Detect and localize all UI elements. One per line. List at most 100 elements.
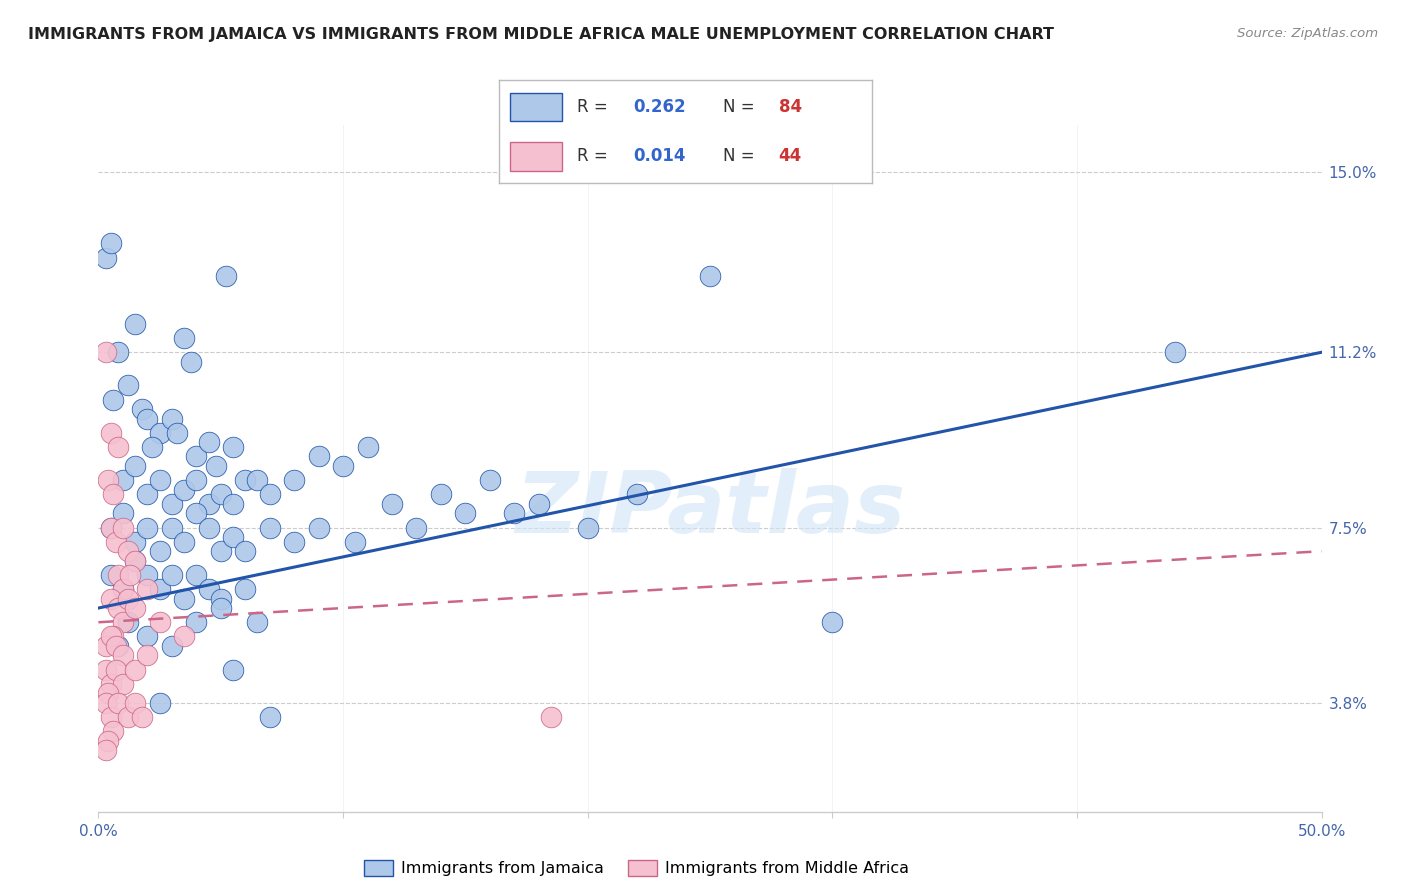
Point xyxy=(209,544,232,558)
Point xyxy=(131,402,153,417)
Point xyxy=(699,269,721,284)
Point xyxy=(94,743,117,757)
Point xyxy=(117,591,139,606)
Point xyxy=(136,582,159,596)
Point xyxy=(101,392,124,407)
Point xyxy=(197,497,219,511)
Point xyxy=(136,648,159,663)
Point xyxy=(100,520,122,534)
Point xyxy=(100,630,122,644)
Point xyxy=(100,710,122,724)
Point xyxy=(124,458,146,473)
Point xyxy=(111,582,134,596)
Point xyxy=(97,733,120,747)
Point xyxy=(124,554,146,568)
Point xyxy=(186,567,208,582)
Point xyxy=(1164,345,1187,359)
Text: R =: R = xyxy=(578,98,613,116)
Point xyxy=(107,601,129,615)
Point xyxy=(100,520,122,534)
Point xyxy=(180,355,202,369)
Point xyxy=(527,497,550,511)
Point xyxy=(111,648,134,663)
Text: 0.014: 0.014 xyxy=(633,147,686,165)
Point xyxy=(94,345,117,359)
Point xyxy=(246,473,269,487)
Point xyxy=(222,530,245,544)
Point xyxy=(160,520,183,534)
Point xyxy=(540,710,562,724)
Point xyxy=(111,582,134,596)
Point xyxy=(173,534,195,549)
Point xyxy=(101,487,124,501)
Point xyxy=(100,425,122,440)
Text: N =: N = xyxy=(723,147,759,165)
FancyBboxPatch shape xyxy=(510,142,562,170)
Text: ZIPatlas: ZIPatlas xyxy=(515,468,905,551)
Point xyxy=(104,534,127,549)
Point xyxy=(173,630,195,644)
Point xyxy=(160,411,183,425)
Point xyxy=(160,639,183,653)
Point xyxy=(186,450,208,464)
Point xyxy=(111,506,134,520)
Point xyxy=(222,497,245,511)
FancyBboxPatch shape xyxy=(510,93,562,121)
Point xyxy=(381,497,404,511)
Point xyxy=(124,317,146,331)
Point xyxy=(101,724,124,739)
Point xyxy=(173,331,195,345)
Point xyxy=(100,567,122,582)
Point xyxy=(149,425,172,440)
Text: Source: ZipAtlas.com: Source: ZipAtlas.com xyxy=(1237,27,1378,40)
Point xyxy=(124,534,146,549)
Point xyxy=(259,520,281,534)
Point xyxy=(149,582,172,596)
Point xyxy=(124,554,146,568)
Point xyxy=(430,487,453,501)
Point xyxy=(173,591,195,606)
Text: 84: 84 xyxy=(779,98,801,116)
Point xyxy=(576,520,599,534)
Point xyxy=(205,458,228,473)
Point xyxy=(120,567,142,582)
Point xyxy=(131,710,153,724)
Text: 44: 44 xyxy=(779,147,801,165)
Point xyxy=(214,269,236,284)
Point xyxy=(222,663,245,677)
Point xyxy=(186,506,208,520)
Point xyxy=(149,696,172,710)
Point xyxy=(100,591,122,606)
Point xyxy=(107,345,129,359)
Point xyxy=(107,567,129,582)
Point xyxy=(283,473,305,487)
Point xyxy=(107,639,129,653)
Point xyxy=(107,440,129,454)
Point xyxy=(149,615,172,630)
Text: R =: R = xyxy=(578,147,613,165)
Point xyxy=(160,567,183,582)
Point xyxy=(149,544,172,558)
Point xyxy=(197,435,219,450)
Point xyxy=(104,663,127,677)
Point xyxy=(478,473,501,487)
Point xyxy=(117,710,139,724)
Point xyxy=(101,630,124,644)
Point xyxy=(209,487,232,501)
Point xyxy=(111,473,134,487)
Point xyxy=(136,520,159,534)
Point xyxy=(197,582,219,596)
Point xyxy=(821,615,844,630)
Point xyxy=(136,630,159,644)
Point xyxy=(124,663,146,677)
Point xyxy=(308,520,330,534)
Point xyxy=(107,696,129,710)
Point xyxy=(186,615,208,630)
Point xyxy=(117,378,139,392)
Point xyxy=(626,487,648,501)
Point xyxy=(405,520,427,534)
Point xyxy=(94,639,117,653)
Point xyxy=(233,544,256,558)
Point xyxy=(209,591,232,606)
Point xyxy=(332,458,354,473)
